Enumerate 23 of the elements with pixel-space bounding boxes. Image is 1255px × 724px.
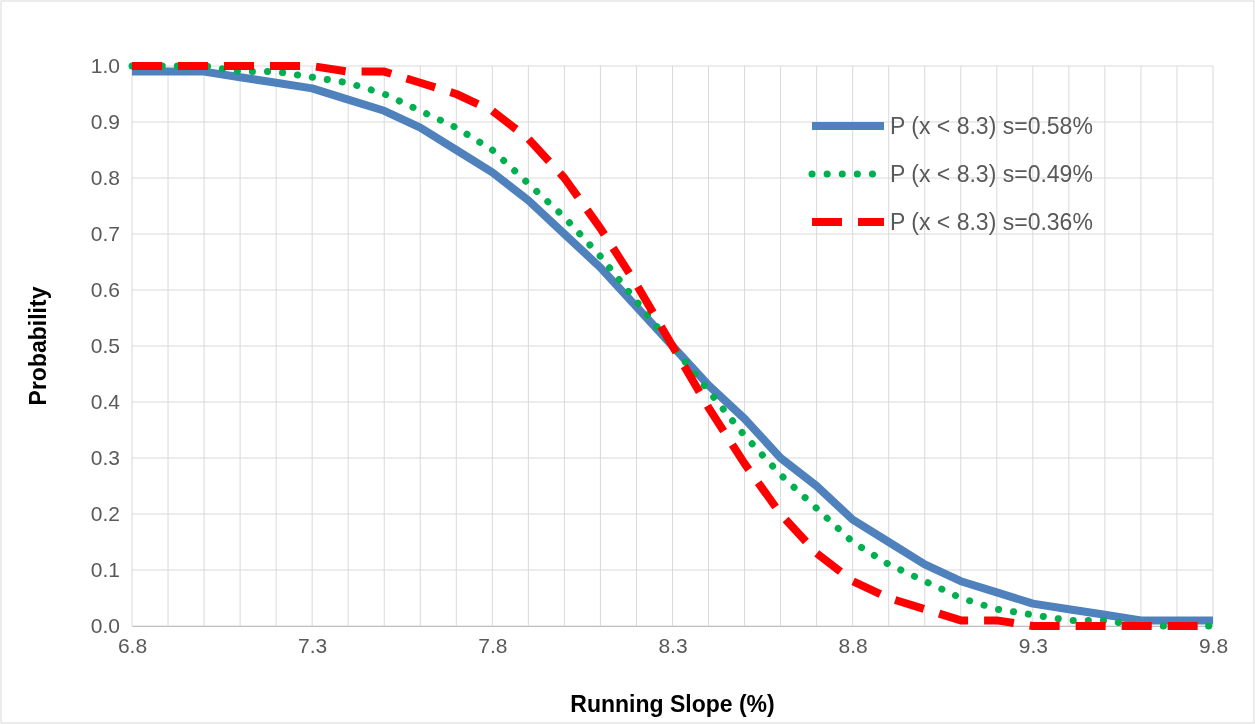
y-axis-title: Probability — [25, 286, 51, 406]
legend-label: P (x < 8.3) s=0.49% — [890, 161, 1093, 187]
x-tick-label: 9.8 — [1198, 633, 1229, 657]
x-tick-label: 7.8 — [478, 633, 508, 657]
x-axis-title: Running Slope (%) — [570, 691, 775, 717]
y-tick-label: 1.0 — [90, 54, 120, 78]
legend-label: P (x < 8.3) s=0.58% — [890, 113, 1093, 139]
x-tick-label: 6.8 — [117, 633, 148, 657]
y-tick-label: 0.9 — [90, 110, 120, 134]
y-tick-label: 0.1 — [90, 558, 120, 582]
y-tick-label: 0.5 — [90, 334, 120, 358]
y-tick-label: 0.6 — [90, 278, 120, 302]
y-tick-label: 0.4 — [90, 390, 121, 414]
x-tick-label: 7.3 — [298, 633, 328, 657]
y-tick-label: 0.0 — [90, 614, 120, 638]
x-tick-label: 9.3 — [1018, 633, 1048, 657]
x-tick-label: 8.8 — [838, 633, 868, 657]
y-tick-label: 0.3 — [90, 446, 120, 470]
y-tick-label: 0.8 — [90, 166, 120, 190]
legend-label: P (x < 8.3) s=0.36% — [890, 209, 1093, 235]
y-tick-label: 0.2 — [90, 502, 120, 526]
x-tick-label: 8.3 — [658, 633, 688, 657]
y-tick-label: 0.7 — [90, 222, 120, 246]
